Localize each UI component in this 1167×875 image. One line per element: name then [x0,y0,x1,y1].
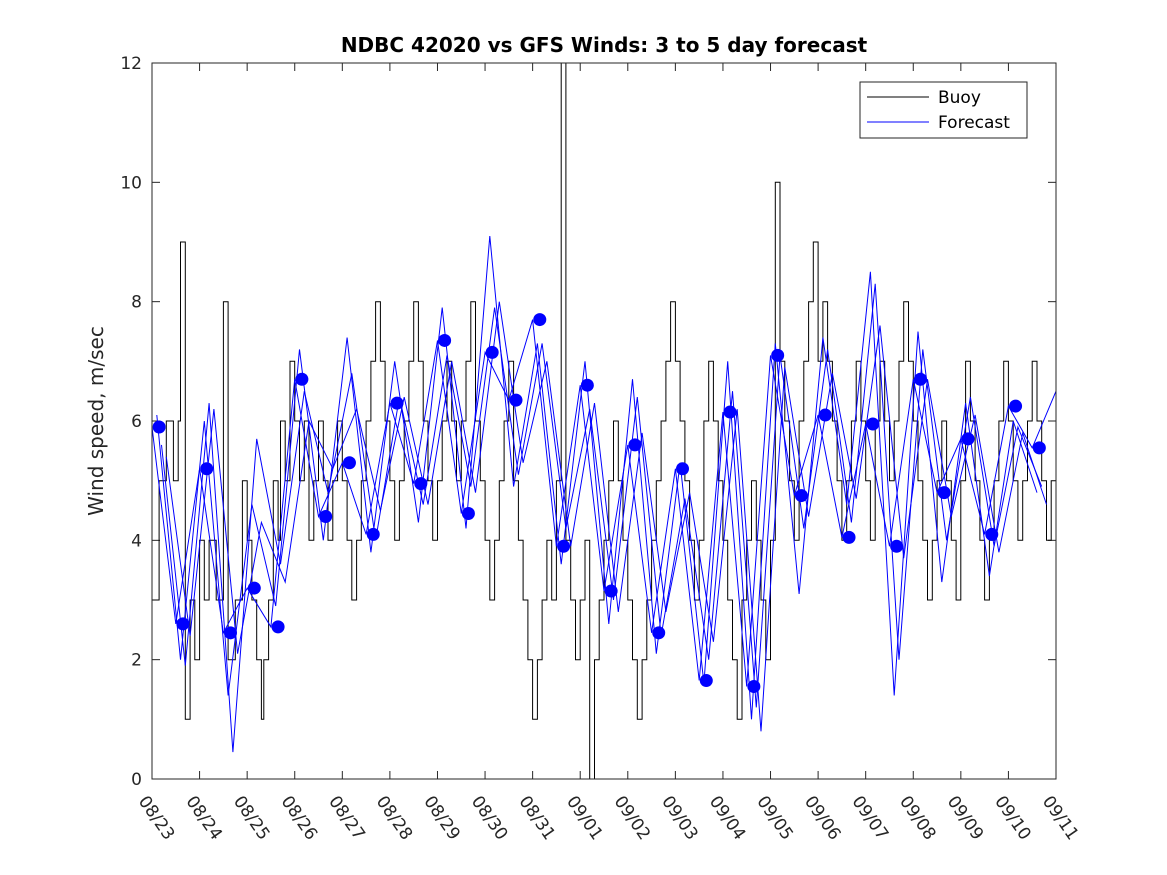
y-tick-label: 0 [131,770,142,790]
forecast-marker [842,530,856,544]
y-axis-label: Wind speed, m/sec [84,326,108,516]
forecast-marker [414,477,428,491]
y-tick-label: 6 [131,412,142,432]
forecast-marker [152,420,166,434]
forecast-marker [961,432,975,446]
forecast-marker [247,581,261,595]
forecast-line-0 [151,319,1057,687]
legend: Buoy Forecast [859,81,1028,139]
forecast-marker [604,584,618,598]
buoy-series [152,62,1057,780]
forecast-marker [794,489,808,503]
plot-area [152,63,1056,779]
forecast-marker [342,456,356,470]
forecast-marker [723,405,737,419]
y-tick-label: 12 [120,54,142,74]
forecast-marker [866,417,880,431]
legend-buoy-label: Buoy [938,88,981,108]
forecast-marker [747,680,761,694]
forecast-marker [200,462,214,476]
forecast-marker [676,462,690,476]
y-tick-label: 4 [131,531,142,551]
legend-forecast-label: Forecast [938,113,1010,133]
forecast-marker [699,674,713,688]
forecast-marker [937,486,951,500]
forecast-markers [152,313,1046,694]
forecast-marker [366,527,380,541]
forecast-marker [533,313,547,327]
chart-title: NDBC 42020 vs GFS Winds: 3 to 5 day fore… [341,33,868,57]
legend-box [859,81,1028,139]
buoy-line [152,62,1057,780]
forecast-marker [771,348,785,362]
forecast-marker [913,372,927,386]
forecast-marker [485,345,499,359]
y-tick-label: 10 [120,173,142,193]
y-tick-label: 2 [131,651,142,671]
forecast-marker [818,408,832,422]
forecast-marker [509,393,523,407]
y-tick-label: 8 [131,293,142,313]
forecast-marker [985,527,999,541]
forecast-marker [295,372,309,386]
forecast-marker [652,626,666,640]
forecast-marker [319,509,333,523]
forecast-marker [580,378,594,392]
forecast-marker [390,396,404,410]
forecast-line-3 [165,301,1047,732]
y-tick-labels: 0 2 4 6 8 10 12 [120,54,142,790]
axis-ticks [151,62,1057,780]
forecast-marker [461,506,475,520]
plot-frame [151,62,1057,780]
forecast-marker [1032,441,1046,455]
forecast-marker [1009,399,1023,413]
forecast-marker [890,539,904,553]
forecast-line-2 [161,283,1043,753]
forecast-marker [438,333,452,347]
forecast-marker [176,617,190,631]
forecast-marker [628,438,642,452]
forecast-marker [271,620,285,634]
forecast-marker [224,626,238,640]
forecast-marker [557,539,571,553]
